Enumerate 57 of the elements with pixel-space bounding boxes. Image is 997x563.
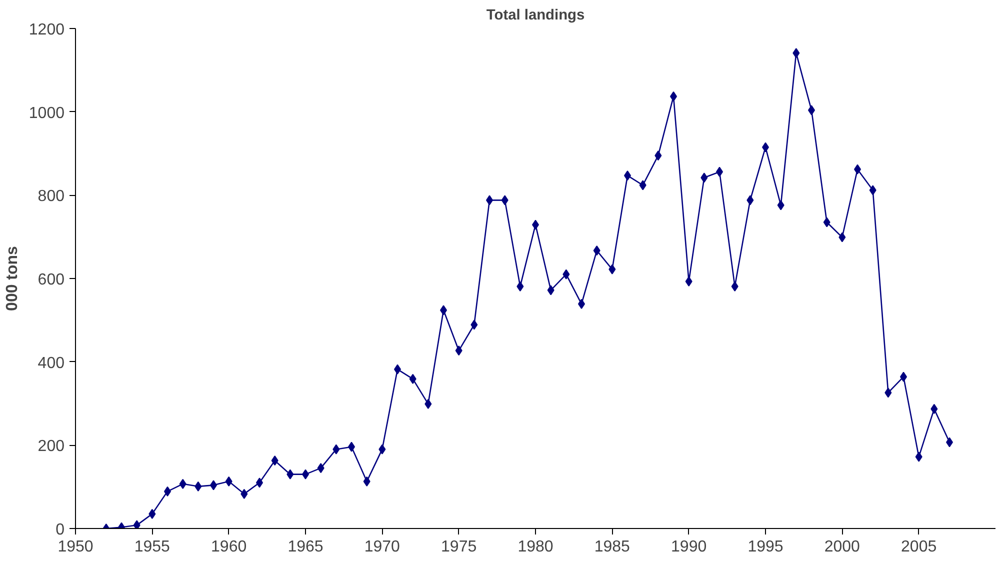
y-tick-label: 0 <box>56 522 65 538</box>
y-tick-label: 1200 <box>28 22 65 38</box>
point <box>792 48 800 58</box>
point <box>516 281 524 292</box>
point <box>332 444 340 454</box>
x-tick-label: 2005 <box>901 538 937 556</box>
point <box>593 246 600 256</box>
point <box>194 481 202 492</box>
point <box>133 520 140 528</box>
y-tick-label: 600 <box>38 272 65 288</box>
point <box>547 285 554 296</box>
x-tick-label: 1980 <box>518 538 554 556</box>
point <box>562 269 570 280</box>
point <box>455 346 462 356</box>
point <box>148 508 156 519</box>
point <box>286 469 294 480</box>
x-tick-label: 1995 <box>748 538 784 556</box>
point <box>363 476 370 486</box>
x-tick-label: 1960 <box>211 538 247 556</box>
point <box>930 404 938 414</box>
chart-title: Total landings <box>486 8 585 24</box>
point <box>501 195 508 206</box>
x-tick-label: 1965 <box>288 538 324 556</box>
point <box>179 478 186 489</box>
point <box>608 264 616 274</box>
point <box>884 388 892 398</box>
y-tick-label: 800 <box>38 188 65 206</box>
point <box>685 276 692 286</box>
point <box>777 200 784 210</box>
point <box>746 195 754 206</box>
point <box>240 488 248 499</box>
point <box>731 281 738 292</box>
point <box>869 185 876 196</box>
x-tick-label: 2000 <box>824 538 860 556</box>
point <box>700 172 708 183</box>
y-tick-label: 200 <box>38 438 65 456</box>
point <box>470 320 478 330</box>
x-tick-label: 1990 <box>671 538 707 556</box>
point <box>654 150 662 161</box>
x-tick-label: 1985 <box>594 538 630 556</box>
x-tick-label: 1970 <box>364 538 400 556</box>
point <box>317 463 324 474</box>
point <box>823 217 830 228</box>
point <box>271 456 278 466</box>
point <box>225 476 232 486</box>
x-tick-label: 1975 <box>441 538 477 556</box>
y-axis-title: 000 tons <box>4 246 21 311</box>
point <box>915 452 922 462</box>
point <box>639 180 646 190</box>
y-tick-label: 1000 <box>28 104 65 122</box>
point <box>378 444 386 454</box>
point <box>409 374 416 384</box>
point <box>424 398 432 409</box>
y-tick-label: 400 <box>38 354 65 372</box>
x-tick-label: 1950 <box>58 538 94 556</box>
x-tick-label: 1955 <box>134 538 170 556</box>
point <box>838 232 846 242</box>
